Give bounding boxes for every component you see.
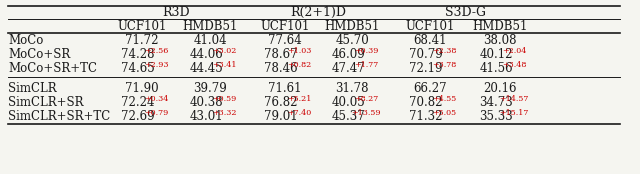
Text: 39.79: 39.79 bbox=[193, 81, 227, 94]
Text: R(2+1)D: R(2+1)D bbox=[291, 6, 346, 18]
Text: 72.19: 72.19 bbox=[409, 61, 443, 74]
Text: +0.34: +0.34 bbox=[144, 95, 168, 103]
Text: +2.38: +2.38 bbox=[432, 47, 456, 55]
Text: 44.06: 44.06 bbox=[189, 48, 223, 61]
Text: UCF101: UCF101 bbox=[405, 19, 454, 33]
Text: +4.55: +4.55 bbox=[432, 95, 456, 103]
Text: 74.65: 74.65 bbox=[121, 61, 155, 74]
Text: +3.02: +3.02 bbox=[212, 47, 236, 55]
Text: 44.45: 44.45 bbox=[189, 61, 223, 74]
Text: 72.69: 72.69 bbox=[121, 109, 155, 122]
Text: +3.32: +3.32 bbox=[212, 109, 236, 117]
Text: 78.46: 78.46 bbox=[264, 61, 298, 74]
Text: 71.90: 71.90 bbox=[125, 81, 159, 94]
Text: 74.28: 74.28 bbox=[121, 48, 155, 61]
Text: 77.64: 77.64 bbox=[268, 34, 302, 46]
Text: +0.82: +0.82 bbox=[287, 61, 311, 69]
Text: 66.27: 66.27 bbox=[413, 81, 447, 94]
Text: SimCLR+SR: SimCLR+SR bbox=[8, 96, 83, 109]
Text: +1.77: +1.77 bbox=[354, 61, 378, 69]
Text: +1.03: +1.03 bbox=[287, 47, 311, 55]
Text: 43.01: 43.01 bbox=[189, 109, 223, 122]
Text: 71.72: 71.72 bbox=[125, 34, 159, 46]
Text: 41.56: 41.56 bbox=[479, 61, 513, 74]
Text: 71.32: 71.32 bbox=[409, 109, 443, 122]
Text: S3D-G: S3D-G bbox=[445, 6, 486, 18]
Text: 31.78: 31.78 bbox=[335, 81, 369, 94]
Text: R3D: R3D bbox=[162, 6, 190, 18]
Text: 47.47: 47.47 bbox=[331, 61, 365, 74]
Text: UCF101: UCF101 bbox=[117, 19, 166, 33]
Text: HMDB51: HMDB51 bbox=[182, 19, 237, 33]
Text: UCF101: UCF101 bbox=[260, 19, 310, 33]
Text: 68.41: 68.41 bbox=[413, 34, 447, 46]
Text: 76.82: 76.82 bbox=[264, 96, 298, 109]
Text: +0.39: +0.39 bbox=[354, 47, 378, 55]
Text: +15.17: +15.17 bbox=[499, 109, 529, 117]
Text: 45.70: 45.70 bbox=[335, 34, 369, 46]
Text: +14.57: +14.57 bbox=[499, 95, 529, 103]
Text: +5.05: +5.05 bbox=[432, 109, 456, 117]
Text: 20.16: 20.16 bbox=[483, 81, 516, 94]
Text: 45.37: 45.37 bbox=[331, 109, 365, 122]
Text: +2.04: +2.04 bbox=[502, 47, 526, 55]
Text: SimCLR: SimCLR bbox=[8, 81, 56, 94]
Text: +2.56: +2.56 bbox=[144, 47, 168, 55]
Text: MoCo+SR+TC: MoCo+SR+TC bbox=[8, 61, 97, 74]
Text: 78.67: 78.67 bbox=[264, 48, 298, 61]
Text: 41.04: 41.04 bbox=[193, 34, 227, 46]
Text: HMDB51: HMDB51 bbox=[324, 19, 380, 33]
Text: 34.73: 34.73 bbox=[479, 96, 513, 109]
Text: +3.78: +3.78 bbox=[432, 61, 456, 69]
Text: +0.79: +0.79 bbox=[144, 109, 168, 117]
Text: 46.09: 46.09 bbox=[331, 48, 365, 61]
Text: HMDB51: HMDB51 bbox=[472, 19, 528, 33]
Text: +3.48: +3.48 bbox=[502, 61, 526, 69]
Text: 72.24: 72.24 bbox=[121, 96, 155, 109]
Text: +13.59: +13.59 bbox=[351, 109, 381, 117]
Text: +3.41: +3.41 bbox=[212, 61, 236, 69]
Text: 38.08: 38.08 bbox=[483, 34, 516, 46]
Text: +0.59: +0.59 bbox=[212, 95, 236, 103]
Text: +5.21: +5.21 bbox=[287, 95, 311, 103]
Text: +2.93: +2.93 bbox=[144, 61, 168, 69]
Text: MoCo: MoCo bbox=[8, 34, 44, 46]
Text: 40.12: 40.12 bbox=[479, 48, 513, 61]
Text: +7.40: +7.40 bbox=[287, 109, 311, 117]
Text: 40.05: 40.05 bbox=[331, 96, 365, 109]
Text: 35.33: 35.33 bbox=[479, 109, 513, 122]
Text: 79.01: 79.01 bbox=[264, 109, 298, 122]
Text: MoCo+SR: MoCo+SR bbox=[8, 48, 70, 61]
Text: 40.38: 40.38 bbox=[189, 96, 223, 109]
Text: SimCLR+SR+TC: SimCLR+SR+TC bbox=[8, 109, 110, 122]
Text: +8.27: +8.27 bbox=[354, 95, 378, 103]
Text: 70.79: 70.79 bbox=[409, 48, 443, 61]
Text: 71.61: 71.61 bbox=[268, 81, 301, 94]
Text: 70.82: 70.82 bbox=[409, 96, 443, 109]
